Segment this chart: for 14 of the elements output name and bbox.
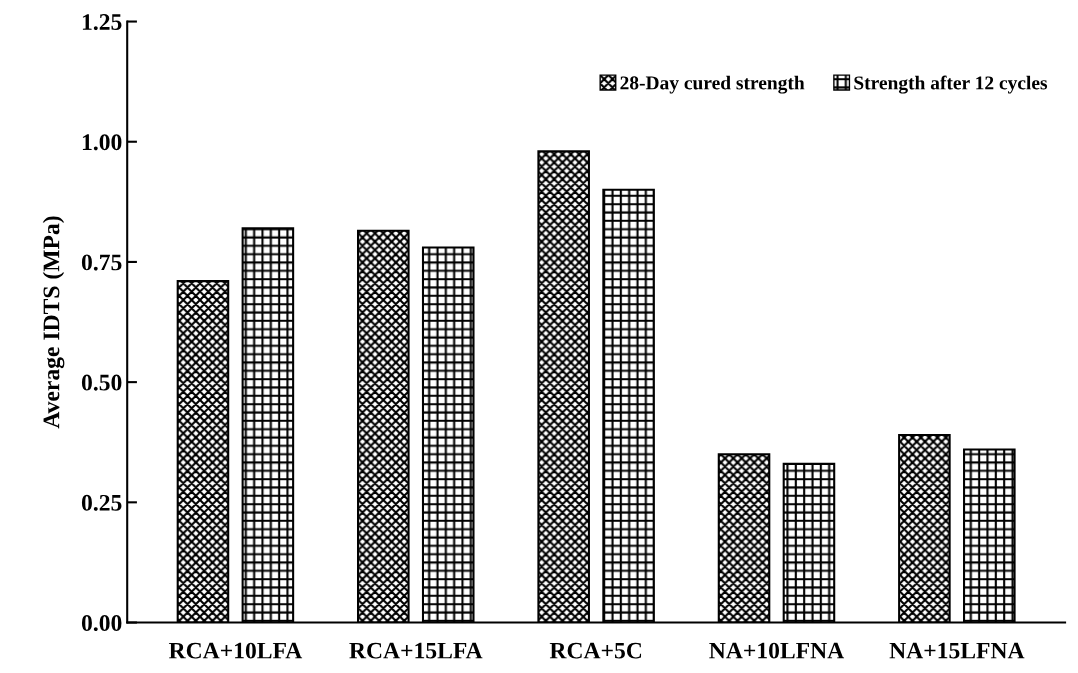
x-tick-label: NA+15LFNA — [889, 642, 1025, 659]
x-tick-label: RCA+5C — [549, 642, 642, 659]
y-tick-label: 0.75 — [81, 254, 122, 271]
legend-label: Strength after 12 cycles — [854, 75, 1048, 94]
y-axis-title: Average IDTS (MPa) — [42, 216, 65, 429]
y-tick-label: 0.25 — [81, 494, 122, 511]
x-tick-label: RCA+10LFA — [168, 642, 303, 659]
y-tick-label: 1.00 — [82, 134, 122, 151]
x-tick-label: NA+10LFNA — [709, 642, 845, 659]
x-tick-label: RCA+15LFA — [349, 642, 483, 659]
legend-label: 28-Day cured strength — [620, 75, 805, 94]
y-tick-label: 0.00 — [81, 615, 122, 632]
y-tick-label: 0.50 — [81, 374, 122, 391]
y-tick-label: 1.25 — [82, 14, 122, 31]
